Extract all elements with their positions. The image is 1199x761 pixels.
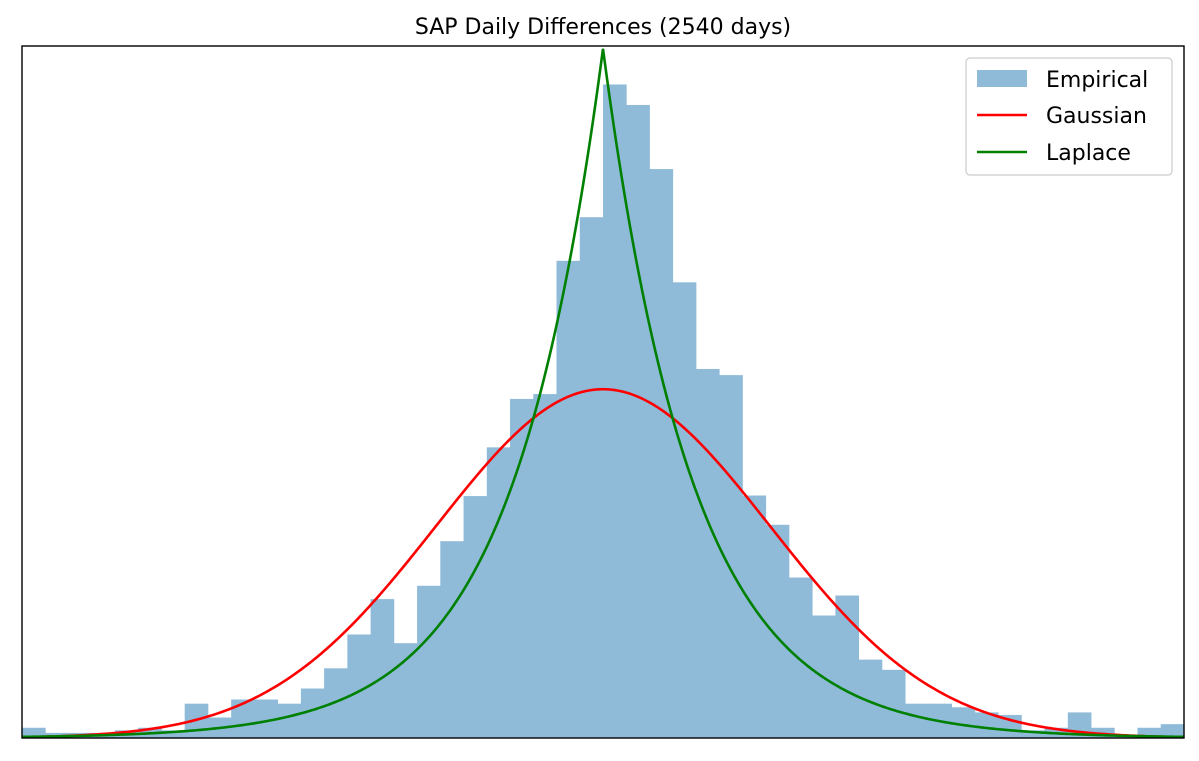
histogram-bar — [858, 659, 883, 738]
gaussian-curve — [21, 387, 1185, 739]
histogram-bar — [510, 398, 534, 738]
legend-label-laplace: Laplace — [1046, 141, 1131, 166]
histogram-bar — [300, 688, 325, 738]
histogram-bar — [440, 541, 464, 738]
histogram-bar — [579, 217, 604, 738]
histogram-bar — [1021, 730, 1045, 738]
legend-label-empirical: Empirical — [1046, 68, 1148, 93]
chart-title: SAP Daily Differences (2540 days) — [415, 15, 791, 40]
histogram-bar — [1160, 724, 1185, 738]
histogram-bar — [370, 599, 395, 738]
legend: Empirical Gaussian Laplace — [965, 57, 1173, 176]
histogram-bar — [905, 703, 929, 738]
legend-box — [965, 57, 1173, 176]
histogram-bar — [788, 577, 813, 738]
histogram-bar — [533, 394, 557, 738]
histogram-bar — [463, 496, 488, 738]
histogram-bar — [974, 712, 999, 738]
histogram-bars — [22, 84, 1185, 739]
histogram-bar — [626, 104, 650, 738]
histogram-bar — [254, 699, 279, 738]
histogram-bar — [22, 727, 46, 738]
histogram-bar — [556, 260, 581, 738]
legend-label-gaussian: Gaussian — [1046, 104, 1147, 129]
histogram-bar — [881, 669, 906, 738]
histogram-bar — [672, 282, 697, 738]
histogram-bar — [393, 643, 418, 738]
histogram-bar — [417, 585, 441, 738]
histogram-bar — [231, 699, 255, 738]
histogram-bar — [719, 375, 743, 738]
legend-swatch-empirical — [977, 70, 1027, 87]
histogram-bar — [695, 368, 720, 738]
histogram-bar — [765, 524, 790, 738]
histogram-bar — [649, 169, 674, 739]
histogram-bar — [347, 634, 371, 738]
plot-frame — [21, 45, 1185, 739]
histogram-bar — [835, 595, 860, 738]
laplace-curve — [21, 48, 1185, 739]
histogram-bar — [161, 730, 186, 738]
histogram-bar — [277, 703, 302, 738]
histogram-bar — [951, 707, 976, 738]
histogram-bar — [486, 447, 511, 738]
histogram-bar — [742, 495, 767, 738]
histogram-bar — [603, 84, 627, 739]
histogram-bar — [1137, 727, 1162, 738]
